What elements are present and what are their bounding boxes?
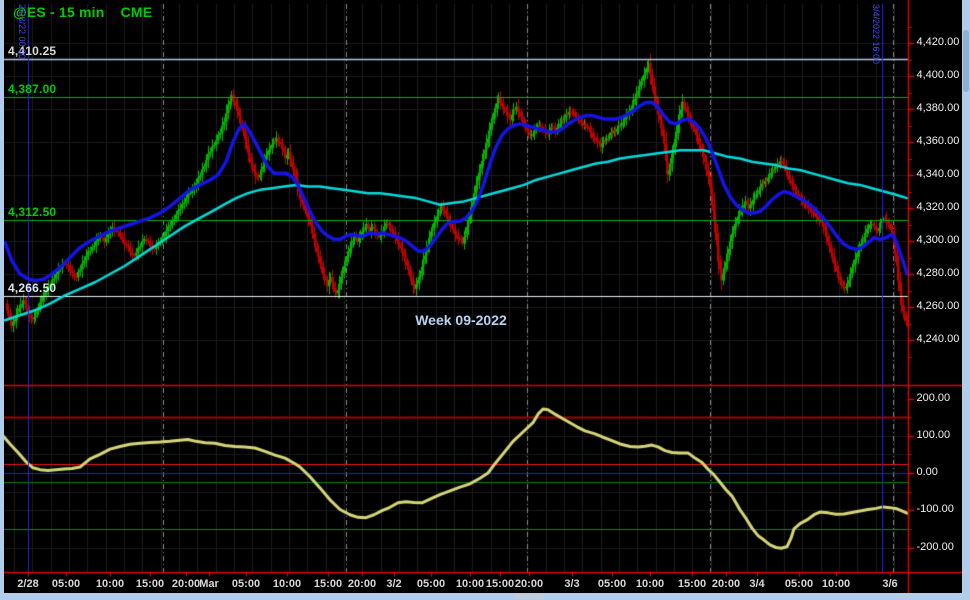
price-chart-canvas[interactable] [4, 0, 962, 593]
horizontal-scrollbar-thumb[interactable] [514, 594, 544, 599]
chart-window: @ES - 15 min CME Week 09-2022 4,410.25 4,3… [4, 0, 962, 593]
vertical-scrollbar-thumb[interactable] [963, 30, 969, 92]
